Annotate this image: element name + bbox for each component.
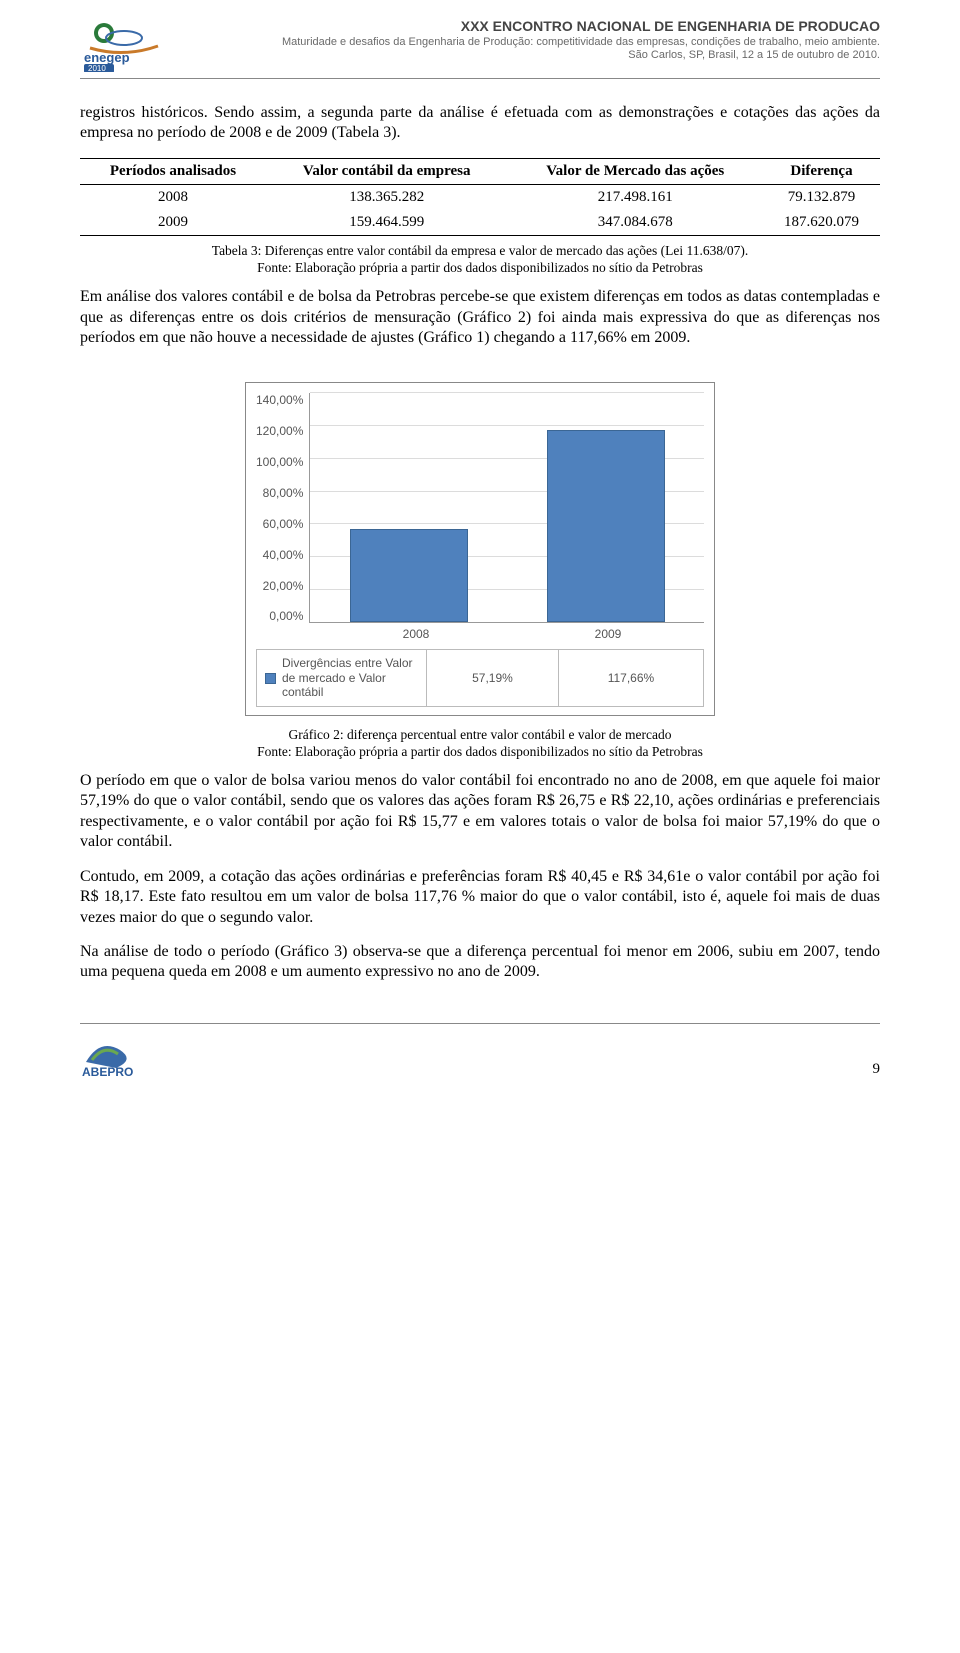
table-col-1: Valor contábil da empresa <box>266 158 508 184</box>
bar-chart: 140,00% 120,00% 100,00% 80,00% 60,00% 40… <box>245 382 715 715</box>
y-tick: 20,00% <box>263 579 304 593</box>
paragraph-4: Contudo, em 2009, a cotação das ações or… <box>80 867 880 928</box>
page-number: 9 <box>873 1061 881 1078</box>
table-col-2: Valor de Mercado das ações <box>507 158 763 184</box>
data-table: Períodos analisados Valor contábil da em… <box>80 158 880 236</box>
y-tick: 120,00% <box>256 424 303 438</box>
chart-x-axis: 2008 2009 <box>320 627 704 641</box>
legend-entry: Divergências entre Valor de mercado e Va… <box>265 656 415 699</box>
chart-caption: Gráfico 2: diferença percentual entre va… <box>80 726 880 761</box>
caption-line: Fonte: Elaboração própria a partir dos d… <box>257 260 703 275</box>
table-cell: 138.365.282 <box>266 184 508 210</box>
table-header-row: Períodos analisados Valor contábil da em… <box>80 158 880 184</box>
table-cell: 159.464.599 <box>266 210 508 236</box>
table-col-0: Períodos analisados <box>80 158 266 184</box>
x-tick: 2009 <box>512 627 704 641</box>
table-cell: 217.498.161 <box>507 184 763 210</box>
page: enegep 2010 XXX ENCONTRO NACIONAL DE ENG… <box>0 0 960 1108</box>
table-cell: 347.084.678 <box>507 210 763 236</box>
y-tick: 140,00% <box>256 393 303 407</box>
header-text-block: XXX ENCONTRO NACIONAL DE ENGENHARIA DE P… <box>282 18 880 63</box>
y-tick: 100,00% <box>256 455 303 469</box>
chart-container: 140,00% 120,00% 100,00% 80,00% 60,00% 40… <box>80 382 880 715</box>
legend-label: Divergências entre Valor de mercado e Va… <box>282 656 415 699</box>
svg-text:ABEPRO: ABEPRO <box>82 1065 133 1078</box>
chart-bar-2008 <box>350 529 468 623</box>
bar-slot <box>310 393 507 622</box>
y-tick: 0,00% <box>269 609 303 623</box>
x-tick: 2008 <box>320 627 512 641</box>
table-row: 2008 138.365.282 217.498.161 79.132.879 <box>80 184 880 210</box>
chart-bar-2009 <box>547 430 665 622</box>
svg-text:2010: 2010 <box>88 64 106 72</box>
table-cell: 2009 <box>80 210 266 236</box>
header-subtitle-2: São Carlos, SP, Brasil, 12 a 15 de outub… <box>282 49 880 63</box>
paragraph-3: O período em que o valor de bolsa variou… <box>80 771 880 853</box>
legend-value: 117,66% <box>558 650 703 706</box>
paragraph-2: Em análise dos valores contábil e de bol… <box>80 287 880 348</box>
caption-line: Tabela 3: Diferenças entre valor contábi… <box>212 243 748 258</box>
table-cell: 79.132.879 <box>763 184 880 210</box>
enegep-logo-icon: enegep 2010 <box>80 18 168 72</box>
page-header: enegep 2010 XXX ENCONTRO NACIONAL DE ENG… <box>80 18 880 79</box>
table-caption: Tabela 3: Diferenças entre valor contábi… <box>80 242 880 277</box>
chart-plot-area: 140,00% 120,00% 100,00% 80,00% 60,00% 40… <box>256 393 704 623</box>
header-title: XXX ENCONTRO NACIONAL DE ENGENHARIA DE P… <box>282 18 880 36</box>
legend-swatch-icon <box>265 673 276 684</box>
y-tick: 60,00% <box>263 517 304 531</box>
table-col-3: Diferença <box>763 158 880 184</box>
chart-plot <box>309 393 704 623</box>
paragraph-1: registros históricos. Sendo assim, a seg… <box>80 103 880 144</box>
header-subtitle-1: Maturidade e desafios da Engenharia de P… <box>282 36 880 50</box>
y-tick: 40,00% <box>263 548 304 562</box>
chart-y-axis: 140,00% 120,00% 100,00% 80,00% 60,00% 40… <box>256 393 309 623</box>
svg-text:enegep: enegep <box>84 50 130 65</box>
page-footer: ABEPRO 9 <box>80 1023 880 1078</box>
paragraph-5: Na análise de todo o período (Gráfico 3)… <box>80 942 880 983</box>
caption-line: Fonte: Elaboração própria a partir dos d… <box>257 744 703 759</box>
table-cell: 187.620.079 <box>763 210 880 236</box>
y-tick: 80,00% <box>263 486 304 500</box>
table-cell: 2008 <box>80 184 266 210</box>
legend-value: 57,19% <box>427 650 559 706</box>
header-logo: enegep 2010 <box>80 18 168 72</box>
bar-slot <box>507 393 704 622</box>
chart-bars <box>310 393 704 622</box>
chart-legend-table: Divergências entre Valor de mercado e Va… <box>256 649 704 706</box>
abepro-logo-icon: ABEPRO <box>80 1032 160 1078</box>
caption-line: Gráfico 2: diferença percentual entre va… <box>288 727 671 742</box>
table-row: 2009 159.464.599 347.084.678 187.620.079 <box>80 210 880 236</box>
